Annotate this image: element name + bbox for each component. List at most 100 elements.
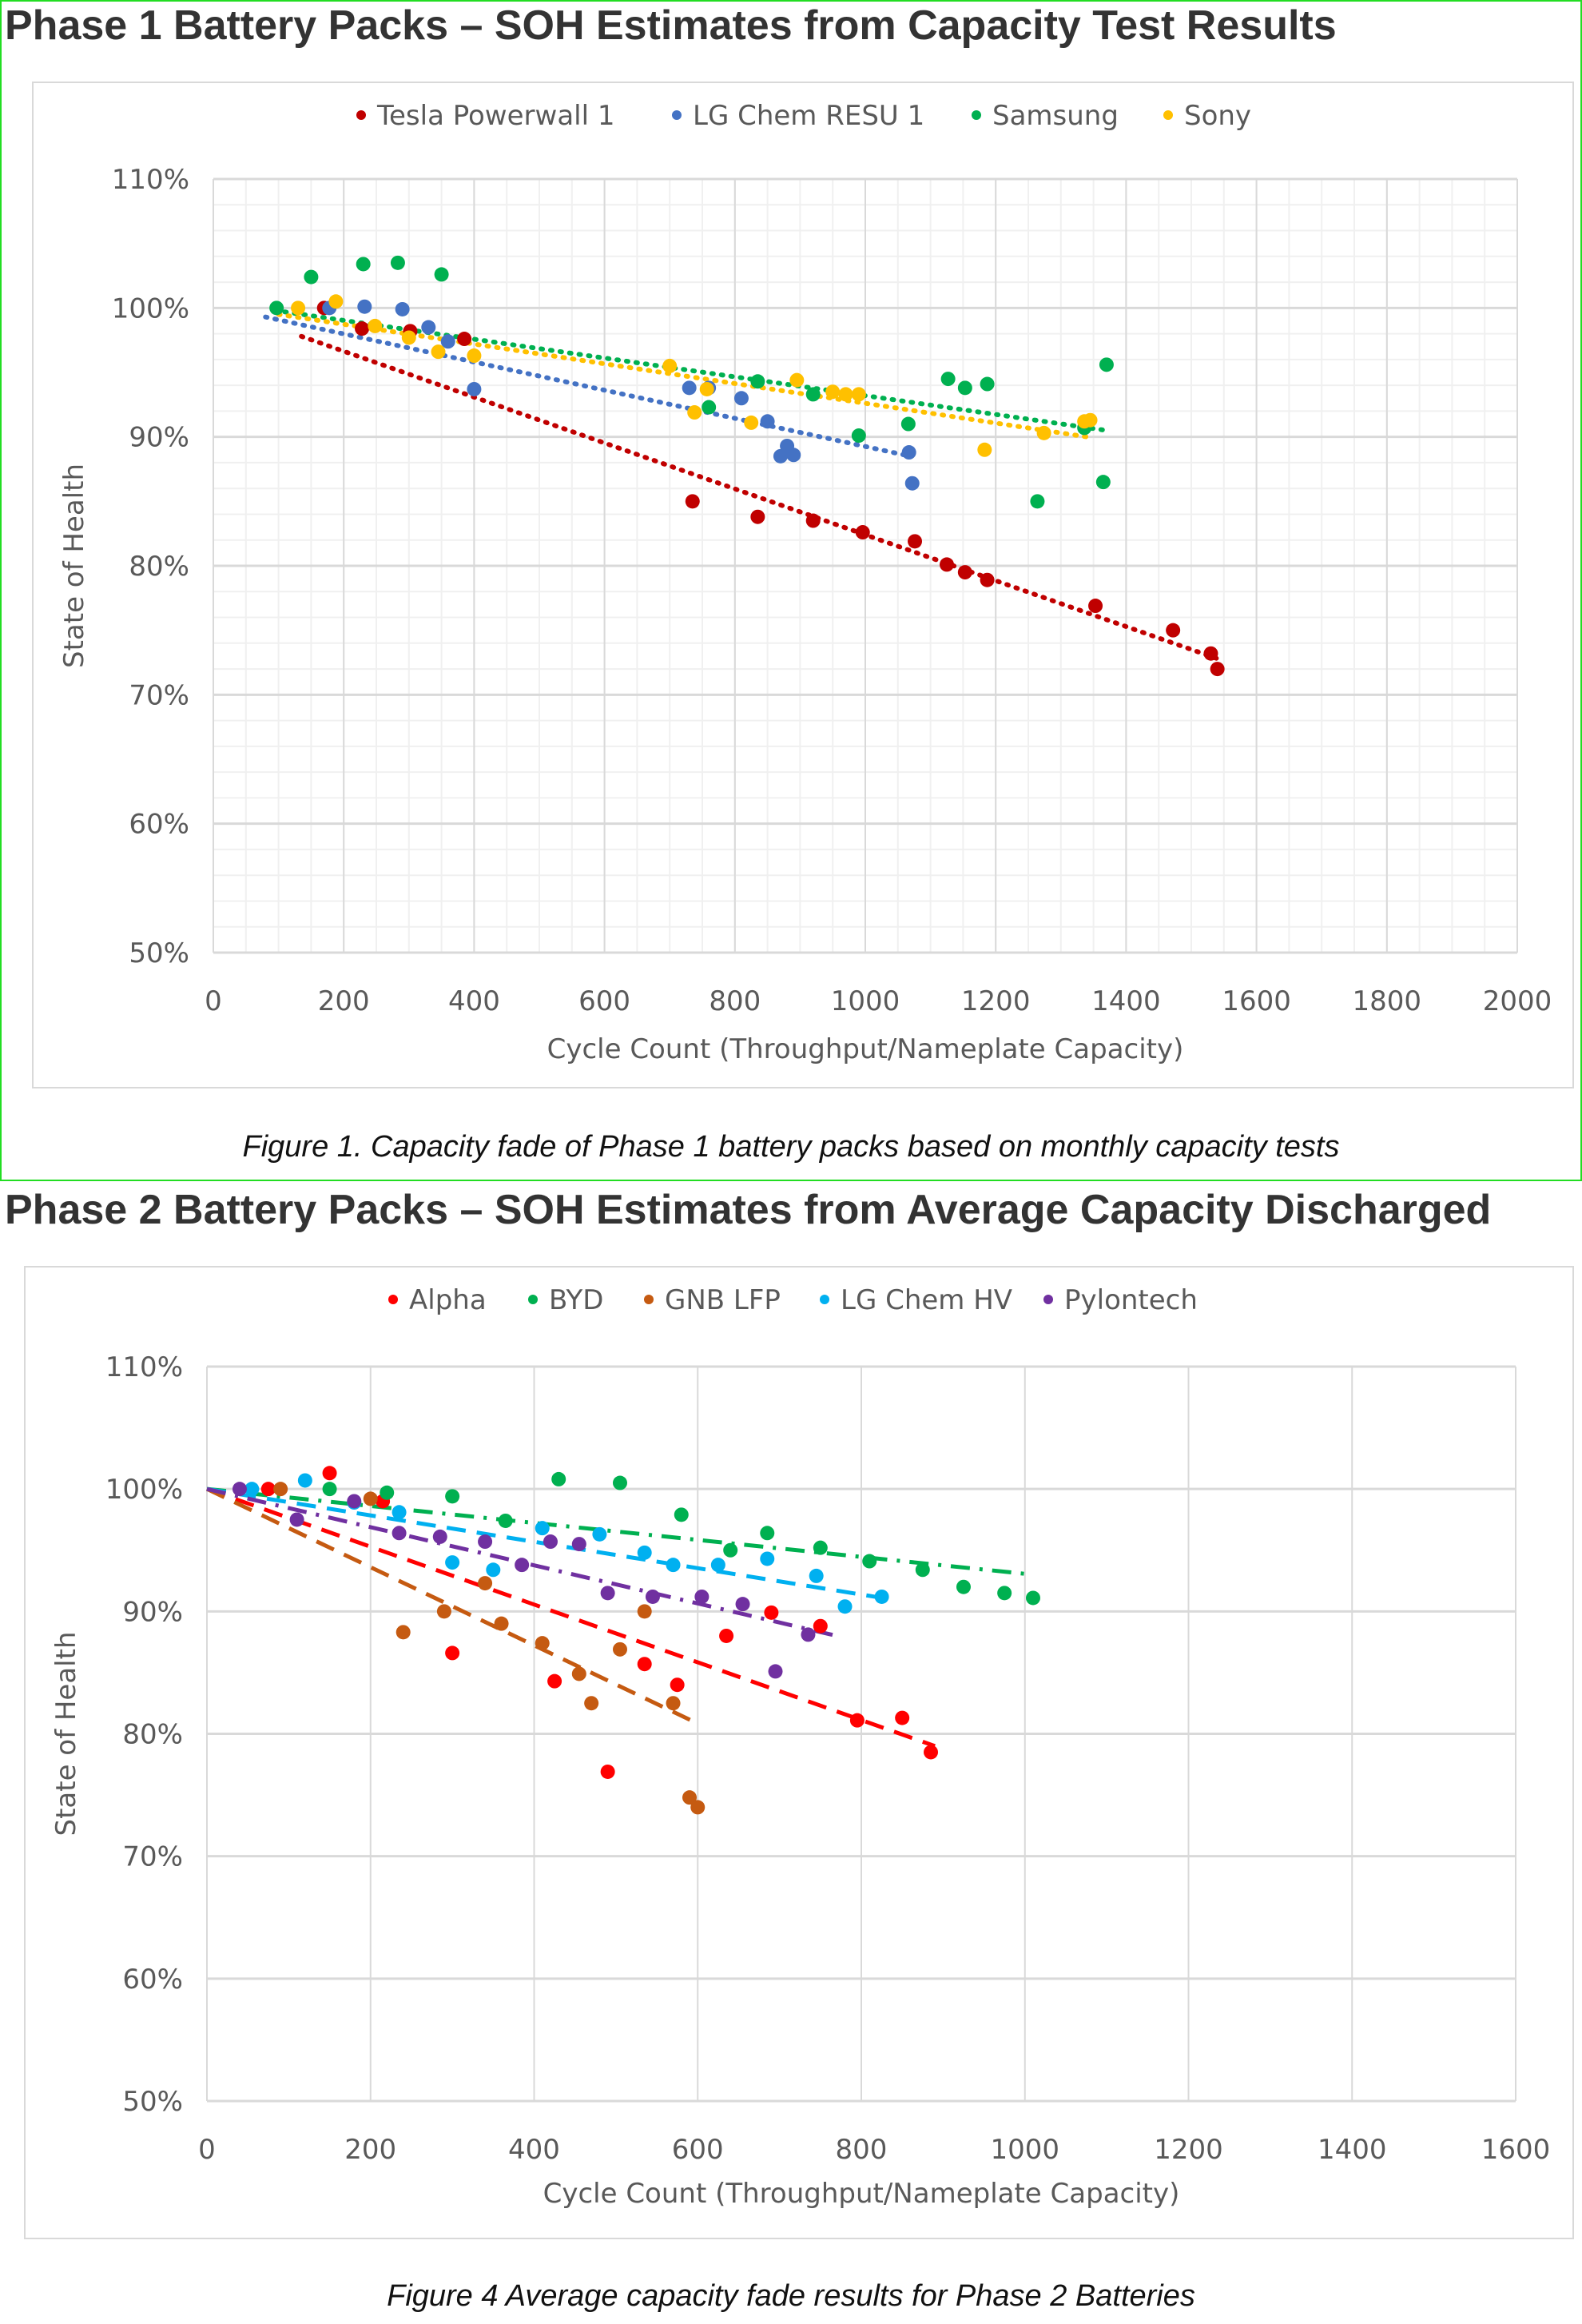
data-point-alpha <box>764 1605 779 1620</box>
data-point-byd <box>1025 1590 1040 1606</box>
x-axis-label: Cycle Count (Throughput/Nameplate Capaci… <box>547 1033 1184 1065</box>
data-point-samsung <box>434 267 449 282</box>
data-point-tesla-powerwall-1 <box>685 494 700 509</box>
y-axis-label: State of Health <box>50 1631 82 1836</box>
legend-marker-lg-chem-resu-1 <box>672 110 682 120</box>
data-point-sony <box>838 387 853 402</box>
data-point-lg-chem-hv <box>837 1599 853 1614</box>
data-point-sony <box>825 384 841 400</box>
legend-marker-byd <box>528 1295 538 1304</box>
data-point-lg-chem-hv <box>392 1505 407 1520</box>
data-point-samsung <box>702 400 717 415</box>
data-point-sony <box>1036 425 1051 440</box>
x-tick-label: 400 <box>448 985 500 1017</box>
data-point-gnb-lfp <box>494 1616 509 1631</box>
trendline-samsung <box>272 308 1109 433</box>
data-point-samsung <box>1030 494 1045 509</box>
legend-label-samsung: Samsung <box>992 100 1119 132</box>
data-point-sony <box>368 318 383 333</box>
legend-marker-tesla-powerwall-1 <box>356 110 366 120</box>
x-tick-label: 2000 <box>1483 985 1552 1017</box>
data-point-alpha <box>895 1710 910 1725</box>
data-point-pylontech <box>232 1482 247 1497</box>
data-point-tesla-powerwall-1 <box>855 525 870 540</box>
x-tick-label: 400 <box>508 2134 560 2166</box>
data-point-gnb-lfp <box>363 1491 378 1506</box>
data-point-gnb-lfp <box>666 1696 681 1711</box>
data-point-tesla-powerwall-1 <box>750 509 765 524</box>
legend-label-gnb-lfp: GNB LFP <box>665 1284 781 1316</box>
trendline-lg-chem-resu-1 <box>263 314 907 458</box>
data-point-lg-chem-hv <box>445 1555 460 1570</box>
data-point-byd <box>862 1554 877 1569</box>
data-point-sony <box>789 372 805 388</box>
x-tick-label: 1000 <box>990 2134 1059 2166</box>
y-tick-label: 60% <box>129 809 189 841</box>
data-point-alpha <box>813 1618 828 1634</box>
data-point-gnb-lfp <box>682 1790 698 1805</box>
data-point-samsung <box>390 255 405 270</box>
data-point-pylontech <box>543 1534 558 1550</box>
data-point-lg-chem-hv <box>535 1521 550 1536</box>
data-point-tesla-powerwall-1 <box>908 534 923 549</box>
data-point-sony <box>328 294 344 309</box>
y-tick-label: 90% <box>122 1596 183 1628</box>
data-point-pylontech <box>768 1664 783 1679</box>
data-point-sony <box>431 344 446 360</box>
data-point-byd <box>551 1471 566 1486</box>
legend-marker-gnb-lfp <box>644 1295 654 1304</box>
data-point-gnb-lfp <box>637 1604 652 1619</box>
data-point-gnb-lfp <box>436 1604 451 1619</box>
data-point-lg-chem-hv <box>244 1482 260 1497</box>
phase2-chart: 0 200 400 600 800 1000 1200 1400 1600 50% 60% 70% 80… <box>50 1284 1550 2210</box>
data-point-tesla-powerwall-1 <box>805 513 821 528</box>
y-tick-label: 100% <box>105 1474 183 1506</box>
trendline-byd <box>206 1486 1034 1577</box>
data-point-lg-chem-hv <box>592 1526 607 1542</box>
x-axis-label: Cycle Count (Throughput/Nameplate Capaci… <box>543 2178 1180 2210</box>
x-tick-label: 200 <box>344 2134 396 2166</box>
data-point-alpha <box>719 1628 734 1643</box>
data-point-lg-chem-resu-1 <box>786 448 801 463</box>
x-tick-label: 600 <box>672 2134 724 2166</box>
data-point-byd <box>380 1485 395 1500</box>
data-point-tesla-powerwall-1 <box>355 321 370 336</box>
phase2-caption: Figure 4 Average capacity fade results f… <box>387 2279 1195 2313</box>
data-point-pylontech <box>347 1494 362 1509</box>
x-tick-label: 1200 <box>1154 2134 1223 2166</box>
legend-label-alpha: Alpha <box>409 1284 487 1316</box>
legend-marker-samsung <box>972 110 981 120</box>
data-point-samsung <box>356 257 371 272</box>
data-point-gnb-lfp <box>478 1576 493 1591</box>
data-point-gnb-lfp <box>612 1642 627 1657</box>
data-point-sony <box>1083 412 1098 428</box>
data-point-byd <box>498 1513 513 1528</box>
data-point-pylontech <box>289 1512 304 1527</box>
legend-label-byd: BYD <box>549 1284 603 1316</box>
legend-label-lg-chem-hv: LG Chem HV <box>841 1284 1012 1316</box>
data-point-lg-chem-resu-1 <box>421 320 436 335</box>
data-point-lg-chem-resu-1 <box>760 414 775 429</box>
y-axis-label: State of Health <box>58 464 90 668</box>
phase1-caption: Figure 1. Capacity fade of Phase 1 batte… <box>242 1130 1340 1164</box>
data-point-pylontech <box>801 1627 816 1642</box>
data-point-samsung <box>980 376 995 392</box>
data-point-lg-chem-resu-1 <box>901 445 916 460</box>
data-point-tesla-powerwall-1 <box>1166 623 1181 638</box>
data-point-samsung <box>940 372 956 387</box>
data-point-sony <box>291 300 306 316</box>
x-tick-label: 1600 <box>1222 985 1291 1017</box>
data-point-lg-chem-hv <box>666 1558 681 1573</box>
phase2-chart-box: 0 200 400 600 800 1000 1200 1400 1600 50% 60% 70% 80… <box>24 1266 1574 2239</box>
data-point-pylontech <box>515 1558 530 1573</box>
data-point-lg-chem-resu-1 <box>773 448 788 464</box>
data-point-sony <box>662 358 678 373</box>
data-point-lg-chem-resu-1 <box>357 299 372 314</box>
phase1-section-frame <box>0 0 1582 1181</box>
data-point-byd <box>674 1507 689 1522</box>
data-point-sony <box>467 348 482 364</box>
data-point-pylontech <box>392 1526 407 1541</box>
data-point-pylontech <box>432 1529 447 1544</box>
data-point-lg-chem-resu-1 <box>440 334 455 349</box>
data-point-samsung <box>900 416 916 432</box>
